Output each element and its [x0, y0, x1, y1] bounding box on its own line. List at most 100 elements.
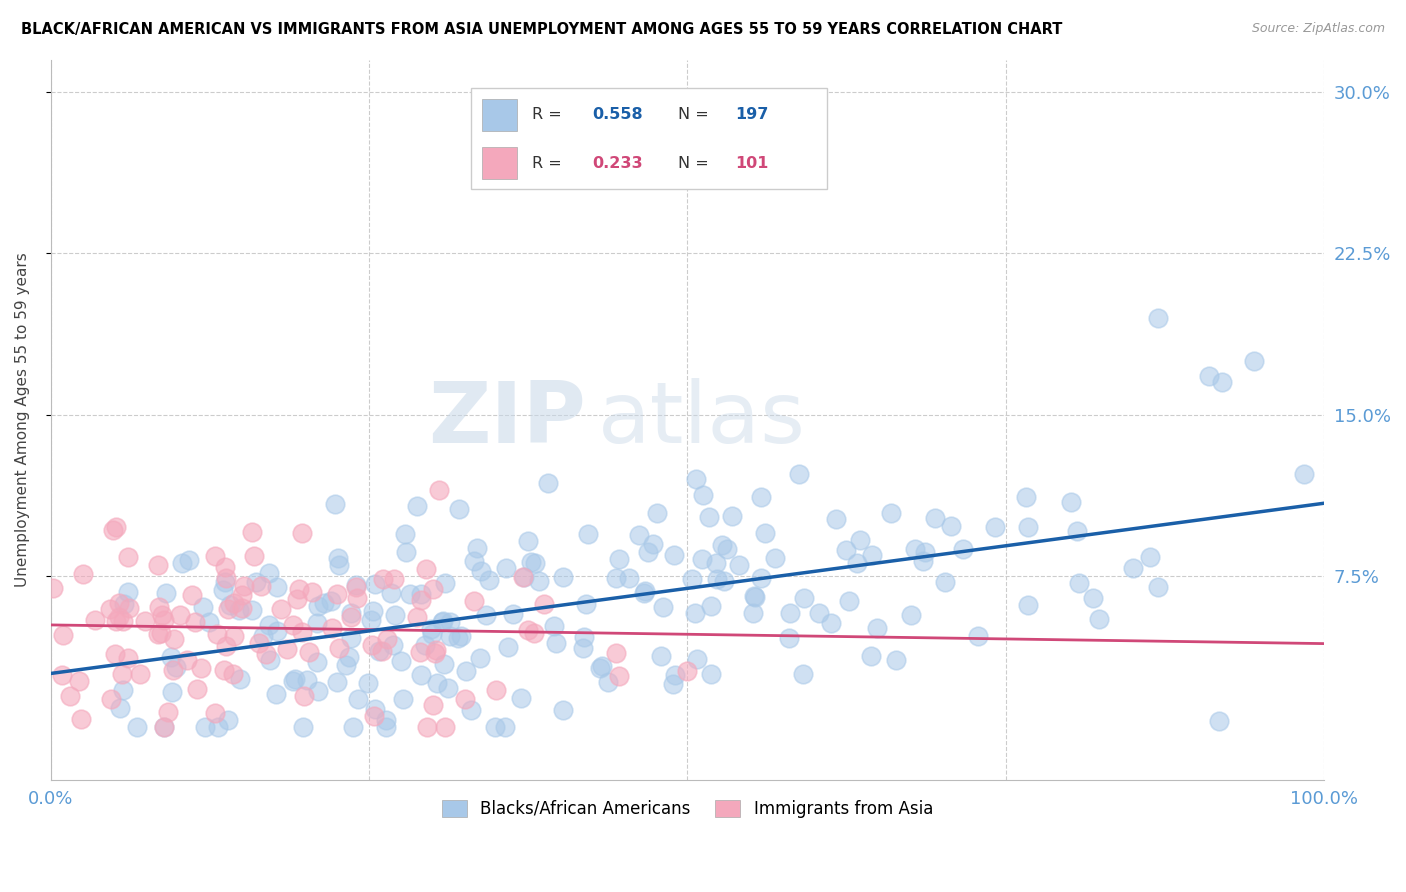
Point [276, 641, 298, 656]
Point [510, 691, 533, 706]
Point [307, 684, 329, 698]
Point [51, 668, 73, 682]
Point [911, 554, 934, 568]
Point [374, 719, 396, 733]
Point [259, 653, 281, 667]
Point [543, 618, 565, 632]
Point [381, 638, 404, 652]
Point [247, 636, 270, 650]
Point [266, 580, 288, 594]
Point [754, 526, 776, 541]
Point [778, 632, 800, 646]
Point [245, 575, 267, 590]
Point [523, 625, 546, 640]
Point [207, 719, 229, 733]
Point [215, 571, 238, 585]
Point [427, 483, 450, 497]
Point [111, 667, 134, 681]
Point [572, 640, 595, 655]
Point [537, 476, 560, 491]
Point [312, 596, 335, 610]
Point [1243, 353, 1265, 368]
Point [162, 663, 184, 677]
Point [291, 625, 314, 640]
Point [326, 587, 349, 601]
Point [301, 584, 323, 599]
Point [409, 592, 432, 607]
Point [392, 692, 415, 706]
Point [367, 644, 389, 658]
Point [240, 525, 263, 540]
Point [792, 666, 814, 681]
Point [382, 572, 405, 586]
Point [426, 675, 449, 690]
Point [859, 648, 882, 663]
Point [408, 645, 430, 659]
Point [399, 587, 422, 601]
Point [156, 705, 179, 719]
Point [342, 719, 364, 733]
Point [409, 587, 432, 601]
Point [884, 653, 907, 667]
Point [700, 666, 723, 681]
Point [749, 571, 772, 585]
Point [1066, 524, 1088, 538]
Point [169, 608, 191, 623]
Point [866, 621, 889, 635]
Point [224, 629, 246, 643]
Point [364, 576, 387, 591]
Point [692, 488, 714, 502]
Point [1060, 495, 1083, 509]
Point [190, 660, 212, 674]
Point [204, 706, 226, 720]
Point [291, 526, 314, 541]
Point [904, 541, 927, 556]
Point [292, 719, 315, 733]
Point [165, 660, 187, 674]
Point [664, 548, 686, 562]
Point [1139, 550, 1161, 565]
Point [633, 586, 655, 600]
Point [231, 601, 253, 615]
Point [485, 682, 508, 697]
Point [148, 627, 170, 641]
Point [155, 586, 177, 600]
Point [516, 533, 538, 548]
Point [163, 632, 186, 646]
Point [134, 614, 156, 628]
Point [572, 630, 595, 644]
Point [900, 607, 922, 622]
Point [219, 598, 242, 612]
Point [384, 608, 406, 623]
Point [224, 596, 246, 610]
Point [849, 533, 872, 548]
Point [159, 650, 181, 665]
Point [700, 599, 723, 613]
Point [339, 606, 361, 620]
Point [984, 520, 1007, 534]
Point [793, 591, 815, 605]
Point [692, 552, 714, 566]
Point [605, 571, 627, 585]
Point [297, 645, 319, 659]
Point [111, 682, 134, 697]
Point [105, 615, 128, 629]
Point [335, 657, 357, 672]
Point [231, 588, 253, 602]
Y-axis label: Unemployment Among Ages 55 to 59 years: Unemployment Among Ages 55 to 59 years [15, 252, 30, 587]
Point [52, 628, 75, 642]
Point [153, 613, 176, 627]
Point [347, 692, 370, 706]
Point [425, 643, 447, 657]
Point [574, 597, 596, 611]
Point [340, 631, 363, 645]
Point [254, 647, 277, 661]
Point [914, 545, 936, 559]
Point [186, 681, 208, 696]
Point [153, 719, 176, 733]
Point [465, 541, 488, 555]
Point [787, 467, 810, 481]
Legend: Blacks/African Americans, Immigrants from Asia: Blacks/African Americans, Immigrants fro… [433, 791, 942, 826]
Point [838, 594, 860, 608]
Point [576, 526, 599, 541]
